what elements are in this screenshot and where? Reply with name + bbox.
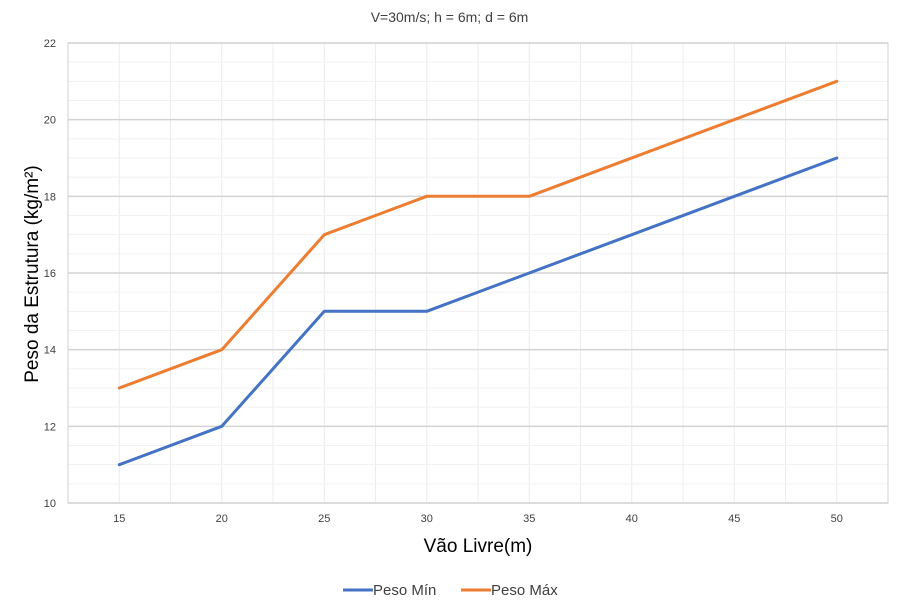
- grid: [67, 42, 889, 504]
- y-tick-label: 10: [44, 498, 56, 510]
- legend-label: Peso Máx: [491, 582, 558, 599]
- y-axis-title: Peso da Estrutura (kg/m²): [22, 165, 43, 383]
- series-line: [117, 79, 839, 390]
- x-tick-label: 25: [318, 513, 330, 525]
- y-tick-label: 12: [44, 421, 56, 433]
- y-tick-label: 14: [44, 345, 56, 357]
- x-tick-label: 45: [728, 513, 740, 525]
- y-tick-label: 20: [44, 115, 56, 127]
- x-tick-label: 30: [421, 513, 433, 525]
- x-tick-label: 35: [523, 513, 535, 525]
- series-lines: [117, 79, 839, 467]
- plot-area-border: [67, 42, 889, 504]
- x-tick-label: 40: [626, 513, 638, 525]
- x-tick-label: 20: [216, 513, 228, 525]
- y-tick-label: 22: [44, 38, 56, 50]
- legend-label: Peso Mín: [373, 582, 436, 599]
- chart-title: V=30m/s; h = 6m; d = 6m: [371, 9, 529, 25]
- x-tick-label: 50: [831, 513, 843, 525]
- series-line: [117, 156, 839, 467]
- y-tick-label: 16: [44, 268, 56, 280]
- legend: Peso Mín Peso Máx: [343, 582, 558, 599]
- y-tick-label: 18: [44, 191, 56, 203]
- axis-ticks: 10 12 14 16 18 20 22 15 20 25 30 35 40 45 50: [44, 38, 843, 525]
- x-axis-title: Vão Livre(m): [424, 536, 533, 557]
- x-tick-label: 15: [113, 513, 125, 525]
